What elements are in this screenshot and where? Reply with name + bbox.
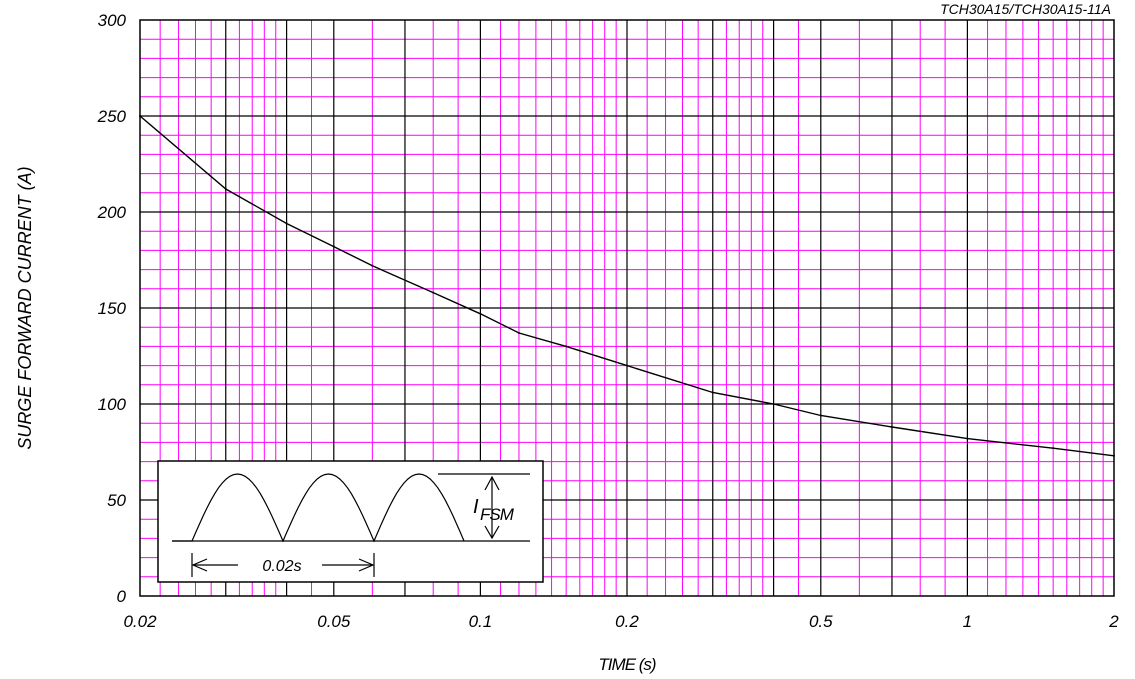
x-tick-label: 0.05 <box>317 612 351 631</box>
x-tick-label: 0.2 <box>615 612 639 631</box>
data-point <box>285 222 288 225</box>
waveform-inset: I FSM 0.02s <box>157 460 544 583</box>
y-tick-label: 250 <box>97 107 127 126</box>
y-tick-label: 50 <box>107 491 126 510</box>
x-tick-label: 0.02 <box>123 612 157 631</box>
data-point <box>565 345 568 348</box>
data-point <box>772 403 775 405</box>
y-tick-labels: 0 50 100 150 200 250 300 <box>97 11 127 606</box>
amplitude-label-fsm: FSM <box>480 505 515 524</box>
part-number-label: TCH30A15/TCH30A15-11A <box>940 1 1111 17</box>
inset-box <box>157 460 544 583</box>
amplitude-arrow-up <box>484 475 500 491</box>
data-point <box>517 331 520 334</box>
x-tick-label: 0.5 <box>809 612 833 631</box>
data-point <box>626 364 628 367</box>
data-point <box>890 426 893 429</box>
x-tick-labels: 0.02 0.05 0.1 0.2 0.5 1 2 <box>123 612 1119 631</box>
data-point <box>711 391 714 394</box>
data-point <box>371 264 374 267</box>
x-axis-label: TIME (s) <box>598 655 655 674</box>
data-point <box>819 414 822 417</box>
data-point <box>479 312 482 315</box>
y-tick-label: 0 <box>117 587 127 606</box>
plot-frame <box>139 19 1115 597</box>
data-point <box>224 187 227 190</box>
y-tick-label: 100 <box>98 395 127 414</box>
data-point <box>432 291 435 294</box>
x-tick-label: 1 <box>963 612 972 631</box>
data-point <box>966 437 969 440</box>
y-tick-label: 200 <box>97 203 127 222</box>
y-tick-label: 150 <box>98 299 127 318</box>
amplitude-arrow-down <box>484 525 500 540</box>
y-axis-label: SURGE FORWARD CURRENT (A) <box>15 166 35 449</box>
y-tick-label: 300 <box>98 11 127 30</box>
amplitude-label-i: I <box>473 496 479 518</box>
data-point <box>332 245 335 248</box>
period-arrowhead-right <box>358 558 375 572</box>
inset-waveform <box>172 473 465 543</box>
period-arrowhead-left <box>191 558 208 572</box>
data-point <box>1052 447 1055 450</box>
period-label: 0.02s <box>262 558 301 575</box>
x-tick-label: 0.1 <box>469 612 493 631</box>
x-tick-label: 2 <box>1108 612 1119 631</box>
